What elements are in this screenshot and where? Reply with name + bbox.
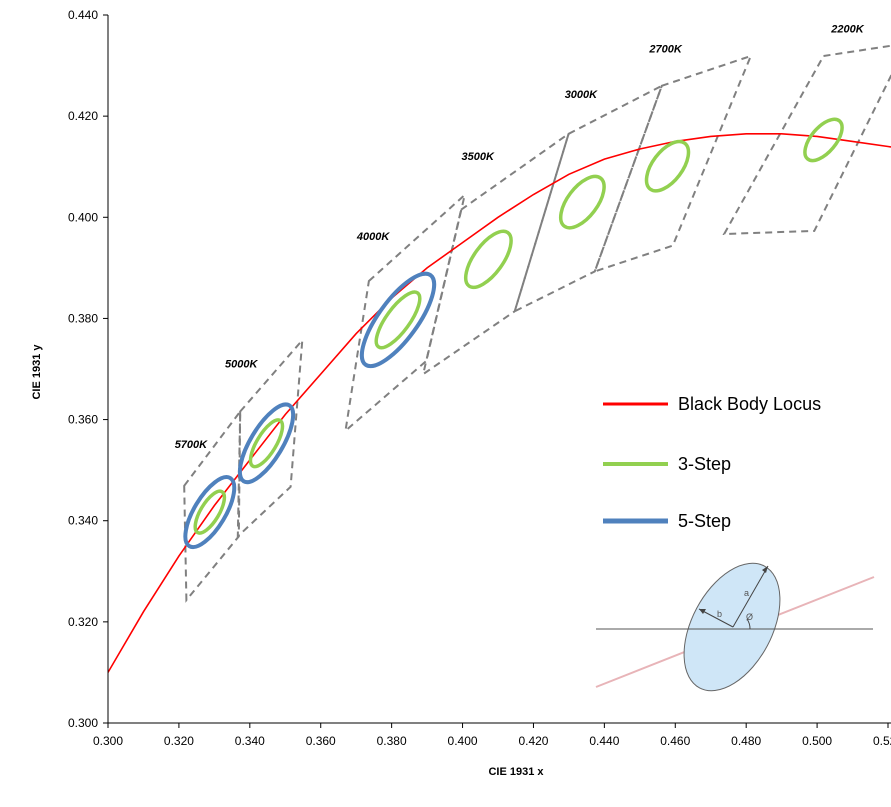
x-tick-label: 0.420 xyxy=(518,734,548,748)
x-tick-label: 0.340 xyxy=(235,734,265,748)
y-tick-label: 0.360 xyxy=(68,413,98,427)
inset-a-arrowhead xyxy=(762,566,768,573)
y-tick-label: 0.300 xyxy=(68,716,98,730)
cct-label-4000k: 4000K xyxy=(356,231,390,243)
cct-label-5700k: 5700K xyxy=(175,439,208,451)
cct-label-2700k: 2700K xyxy=(648,43,682,55)
y-tick-label: 0.440 xyxy=(68,8,98,22)
ellipse-5step-5000k xyxy=(237,402,296,485)
legend-label-locus: Black Body Locus xyxy=(678,394,821,414)
quadrangle-3500k xyxy=(421,131,571,377)
legend: Black Body Locus 3-Step 5-Step xyxy=(603,394,821,531)
cct-labels: 5700K 5000K 4000K 3500K 3000K 2700K 2200K xyxy=(175,24,865,451)
cct-label-2200k: 2200K xyxy=(830,24,864,36)
ellipse-5step-4000k xyxy=(359,271,437,369)
bin-quadrangles xyxy=(183,44,891,603)
legend-label-5step: 5-Step xyxy=(678,511,731,531)
y-tick-label: 0.380 xyxy=(68,311,98,325)
x-tick-label: 0.320 xyxy=(164,734,194,748)
y-tick-label: 0.340 xyxy=(68,514,98,528)
inset-label-b: b xyxy=(717,609,722,619)
x-tick-label: 0.520 xyxy=(873,734,891,748)
y-tick-label: 0.420 xyxy=(68,109,98,123)
ellipse-3step-3000k xyxy=(558,174,606,230)
x-tick-label: 0.400 xyxy=(448,734,478,748)
x-tick-label: 0.300 xyxy=(93,734,123,748)
x-ticks: 0.300 0.320 0.340 0.360 0.380 0.400 0.420 0.440… xyxy=(93,723,891,748)
cct-label-3000k: 3000K xyxy=(565,89,598,101)
inset-b-arrowhead xyxy=(699,609,706,614)
black-body-locus-layer xyxy=(108,133,891,673)
cct-label-3500k: 3500K xyxy=(462,151,495,163)
x-tick-label: 0.380 xyxy=(377,734,407,748)
inset-label-angle: Ø xyxy=(746,612,753,622)
inset-label-a: a xyxy=(744,588,749,598)
quadrangle-2200k xyxy=(722,44,891,236)
x-tick-label: 0.440 xyxy=(589,734,619,748)
x-tick-label: 0.500 xyxy=(802,734,832,748)
quadrangle-5000k xyxy=(236,337,304,539)
y-ticks: 0.300 0.320 0.340 0.360 0.380 0.400 0.420 0.440 xyxy=(68,8,108,730)
ellipse-5step-5700k xyxy=(183,475,237,550)
inset-a-arrow xyxy=(732,565,769,628)
macadam-ellipses xyxy=(183,117,844,550)
y-tick-label: 0.320 xyxy=(68,615,98,629)
y-tick-label: 0.400 xyxy=(68,210,98,224)
ellipse-3step-2700k xyxy=(644,139,691,193)
ellipse-parameter-inset: a b Ø xyxy=(595,562,875,692)
inset-b-arrow xyxy=(698,608,734,628)
x-tick-label: 0.460 xyxy=(660,734,690,748)
quadrangle-3000k xyxy=(513,83,664,314)
ellipse-3step-5000k xyxy=(248,418,285,469)
ellipse-3step-5700k xyxy=(193,489,227,535)
ellipse-3step-2200k xyxy=(803,117,844,163)
ellipse-3step-4000k xyxy=(374,290,422,350)
quadrangle-2700k xyxy=(593,54,753,273)
quadrangle-4000k xyxy=(344,192,467,434)
cct-label-5000k: 5000K xyxy=(225,359,258,371)
y-axis-label: CIE 1931 y xyxy=(31,344,43,400)
x-axis-label: CIE 1931 x xyxy=(488,766,544,778)
x-tick-label: 0.480 xyxy=(731,734,761,748)
x-tick-label: 0.360 xyxy=(306,734,336,748)
ellipse-3step-3500k xyxy=(463,229,513,290)
legend-label-3step: 3-Step xyxy=(678,454,731,474)
black-body-locus-line xyxy=(108,133,891,673)
inset-angle-arc xyxy=(746,618,751,630)
